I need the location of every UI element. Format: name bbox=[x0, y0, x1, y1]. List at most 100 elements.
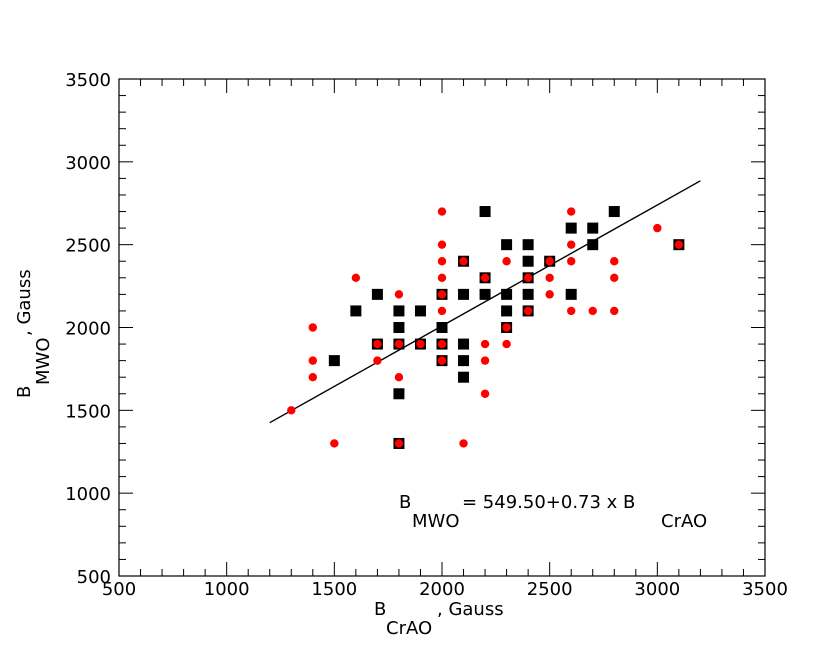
data-point-circle bbox=[502, 323, 511, 332]
data-point-circle bbox=[373, 339, 382, 349]
data-point-circle bbox=[437, 207, 447, 216]
data-point-circle bbox=[545, 257, 554, 266]
data-point-square bbox=[587, 239, 599, 251]
y-tick-label: 3000 bbox=[65, 153, 111, 174]
data-point-square bbox=[501, 305, 513, 317]
x-axis-title-suffix: , Gauss bbox=[437, 599, 504, 620]
data-point-circle bbox=[437, 273, 447, 282]
data-point-circle bbox=[545, 273, 554, 282]
y-axis-title-main: B bbox=[14, 386, 35, 398]
data-point-square bbox=[393, 305, 405, 317]
data-point-circle bbox=[523, 273, 533, 282]
plot-frame bbox=[118, 78, 766, 577]
y-axis-title-suffix: , Gauss bbox=[14, 269, 35, 336]
data-point-square bbox=[458, 288, 470, 300]
data-point-circle bbox=[308, 323, 317, 332]
data-point-circle bbox=[610, 273, 619, 282]
data-point-circle bbox=[394, 339, 404, 349]
data-point-circle bbox=[351, 273, 361, 282]
y-axis-title: B MWO , Gauss bbox=[14, 269, 54, 398]
data-point-square bbox=[350, 305, 362, 317]
data-point-circle bbox=[588, 306, 597, 316]
x-axis-title-main: B bbox=[374, 599, 386, 620]
data-point-square bbox=[587, 222, 599, 234]
data-point-circle bbox=[567, 257, 576, 266]
x-axis-title-sub: CrAO bbox=[386, 618, 432, 639]
fit-layer bbox=[269, 180, 701, 424]
data-point-circle bbox=[674, 240, 684, 249]
data-point-square bbox=[522, 255, 534, 267]
data-point-circle bbox=[437, 356, 447, 365]
data-point-circle bbox=[610, 306, 619, 316]
x-tick-label: 2000 bbox=[419, 579, 465, 600]
data-point-circle bbox=[416, 339, 425, 349]
equation-lhs-sub: MWO bbox=[412, 511, 460, 532]
data-point-circle bbox=[480, 339, 490, 349]
data-point-square bbox=[458, 338, 470, 350]
y-tick-label: 1500 bbox=[65, 401, 111, 422]
data-point-circle bbox=[523, 306, 533, 316]
red-circles-series bbox=[287, 207, 684, 448]
data-point-square bbox=[371, 288, 383, 300]
data-point-circle bbox=[567, 207, 576, 216]
data-point-circle bbox=[545, 290, 554, 299]
data-point-square bbox=[458, 371, 470, 383]
data-point-circle bbox=[480, 356, 490, 365]
data-point-square bbox=[328, 355, 340, 367]
data-point-square bbox=[608, 206, 620, 218]
data-point-square bbox=[393, 388, 405, 400]
data-point-square bbox=[479, 288, 491, 300]
ticks-layer: 500 1000 1500 2000 2500 3000 3500 500 1000 1500 20… bbox=[65, 70, 788, 600]
x-tick-label: 500 bbox=[102, 579, 136, 600]
data-point-circle bbox=[437, 290, 447, 299]
equation-rhs: = 549.50+0.73 x B bbox=[462, 492, 635, 513]
y-tick-label: 2000 bbox=[65, 319, 111, 340]
y-tick-label: 1000 bbox=[65, 484, 111, 505]
data-point-square bbox=[436, 322, 448, 333]
data-point-circle bbox=[459, 439, 468, 448]
data-point-circle bbox=[502, 339, 511, 349]
data-point-circle bbox=[502, 257, 511, 266]
data-point-circle bbox=[308, 373, 317, 382]
x-tick-label: 3000 bbox=[634, 579, 680, 600]
data-point-circle bbox=[480, 389, 490, 398]
y-axis-title-sub: MWO bbox=[33, 338, 54, 386]
data-point-circle bbox=[394, 439, 404, 448]
data-point-square bbox=[565, 288, 577, 300]
data-point-square bbox=[501, 239, 513, 251]
data-point-circle bbox=[480, 273, 490, 282]
data-point-square bbox=[522, 239, 534, 251]
y-tick-label: 500 bbox=[77, 567, 111, 588]
data-point-square bbox=[393, 322, 405, 333]
data-point-circle bbox=[437, 339, 447, 349]
data-point-square bbox=[479, 206, 491, 218]
data-point-square bbox=[458, 355, 470, 367]
data-point-circle bbox=[308, 356, 317, 365]
data-point-circle bbox=[437, 240, 447, 249]
equation-lhs: B bbox=[399, 492, 411, 513]
data-point-circle bbox=[330, 439, 339, 448]
data-point-square bbox=[522, 288, 534, 300]
x-tick-label: 2500 bbox=[527, 579, 573, 600]
x-tick-label: 3500 bbox=[742, 579, 788, 600]
y-tick-label: 2500 bbox=[65, 236, 111, 257]
data-point-circle bbox=[567, 306, 576, 316]
data-point-circle bbox=[653, 223, 662, 233]
data-point-circle bbox=[567, 240, 576, 249]
y-tick-label: 3500 bbox=[65, 70, 111, 91]
data-point-circle bbox=[610, 257, 619, 266]
x-tick-label: 1000 bbox=[204, 579, 250, 600]
data-point-square bbox=[414, 305, 426, 317]
x-tick-label: 1500 bbox=[311, 579, 357, 600]
data-point-circle bbox=[287, 406, 296, 415]
data-point-circle bbox=[373, 356, 382, 365]
data-point-circle bbox=[437, 306, 447, 316]
data-point-circle bbox=[459, 257, 468, 266]
data-point-circle bbox=[394, 290, 404, 299]
data-point-square bbox=[501, 288, 513, 300]
equation-rhs-sub: CrAO bbox=[661, 511, 707, 532]
data-point-circle bbox=[394, 373, 404, 382]
fit-line bbox=[269, 180, 701, 424]
data-point-circle bbox=[437, 257, 447, 266]
